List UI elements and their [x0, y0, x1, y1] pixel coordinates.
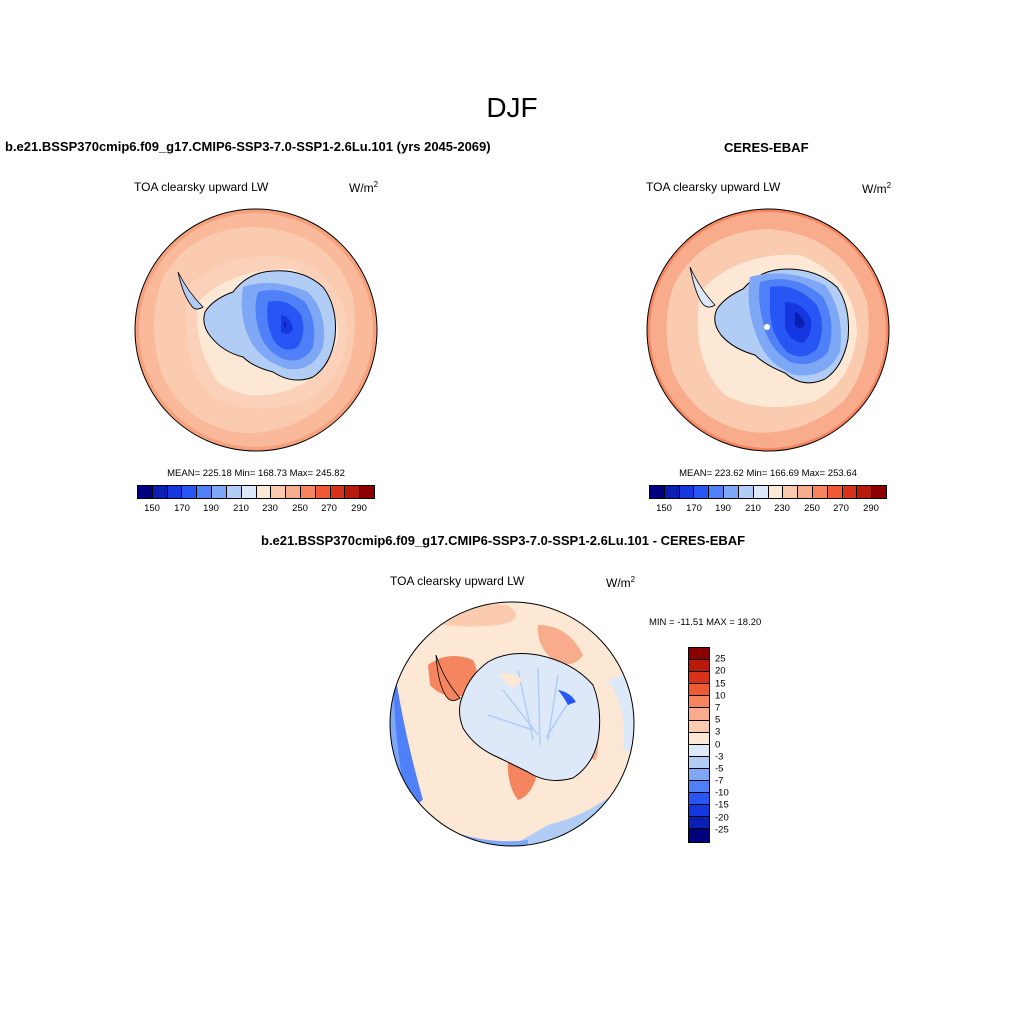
diff-polar-map — [389, 601, 635, 847]
colorbar-swatch — [300, 486, 316, 498]
colorbar-swatch — [689, 829, 709, 842]
colorbar-swatch — [689, 768, 709, 782]
colorbar-tick: -7 — [715, 775, 724, 787]
colorbar-tick: 170 — [174, 503, 190, 514]
diff-colorbar — [688, 647, 710, 843]
colorbar-swatch — [689, 648, 709, 661]
colorbar-swatch — [182, 486, 198, 498]
colorbar-tick: 150 — [656, 503, 672, 514]
obs-polar-map — [646, 208, 890, 452]
colorbar-swatch — [167, 486, 183, 498]
colorbar-tick: 190 — [715, 503, 731, 514]
obs-colorbar — [649, 485, 887, 499]
colorbar-swatch — [664, 486, 680, 498]
colorbar-swatch — [197, 486, 213, 498]
colorbar-tick: 0 — [715, 739, 721, 751]
colorbar-tick: 210 — [233, 503, 249, 514]
model-panel-title: b.e21.BSSP370cmip6.f09_g17.CMIP6-SSP3-7.… — [5, 139, 491, 154]
colorbar-swatch — [226, 486, 242, 498]
colorbar-tick: 270 — [321, 503, 337, 514]
colorbar-swatch — [286, 486, 301, 498]
colorbar-tick: 290 — [863, 503, 879, 514]
colorbar-tick: -25 — [715, 824, 729, 836]
colorbar-swatch — [650, 486, 665, 498]
colorbar-swatch — [689, 696, 709, 709]
colorbar-swatch — [689, 817, 709, 830]
colorbar-swatch — [827, 486, 843, 498]
colorbar-swatch — [315, 486, 331, 498]
colorbar-tick: 250 — [292, 503, 308, 514]
obs-panel-title: CERES-EBAF — [724, 140, 809, 155]
obs-units-label: W/m2 — [862, 181, 892, 196]
colorbar-tick: 230 — [262, 503, 278, 514]
colorbar-tick: 250 — [804, 503, 820, 514]
colorbar-tick: 15 — [715, 678, 726, 690]
colorbar-swatch — [689, 720, 709, 733]
colorbar-swatch — [330, 486, 346, 498]
colorbar-tick: -20 — [715, 812, 729, 824]
colorbar-swatch — [689, 793, 709, 806]
colorbar-swatch — [241, 486, 257, 498]
colorbar-tick: 7 — [715, 702, 721, 714]
colorbar-swatch — [689, 744, 709, 757]
colorbar-swatch — [694, 486, 710, 498]
colorbar-tick: 20 — [715, 665, 726, 677]
colorbar-tick: -3 — [715, 751, 724, 763]
colorbar-swatch — [689, 781, 709, 794]
colorbar-tick: -15 — [715, 799, 729, 811]
model-stats: MEAN= 225.18 Min= 168.73 Max= 245.82 — [167, 468, 345, 479]
colorbar-swatch — [842, 486, 858, 498]
colorbar-swatch — [271, 486, 287, 498]
colorbar-tick: 210 — [745, 503, 761, 514]
colorbar-swatch — [345, 486, 361, 498]
colorbar-swatch — [783, 486, 799, 498]
colorbar-swatch — [138, 486, 153, 498]
colorbar-tick: 190 — [203, 503, 219, 514]
colorbar-swatch — [689, 672, 709, 685]
colorbar-swatch — [689, 660, 709, 673]
obs-variable-label: TOA clearsky upward LW — [646, 180, 781, 194]
model-variable-label: TOA clearsky upward LW — [134, 180, 269, 194]
colorbar-swatch — [689, 805, 709, 818]
colorbar-tick: 290 — [351, 503, 367, 514]
colorbar-tick: 170 — [686, 503, 702, 514]
colorbar-tick: 5 — [715, 714, 721, 726]
colorbar-swatch — [689, 684, 709, 697]
colorbar-swatch — [152, 486, 168, 498]
colorbar-tick: 270 — [833, 503, 849, 514]
diff-panel-title: b.e21.BSSP370cmip6.f09_g17.CMIP6-SSP3-7.… — [261, 533, 746, 548]
colorbar-tick: 10 — [715, 690, 726, 702]
colorbar-tick: 150 — [144, 503, 160, 514]
colorbar-swatch — [709, 486, 725, 498]
colorbar-tick: 3 — [715, 726, 721, 738]
diff-units-label: W/m2 — [606, 575, 636, 590]
colorbar-swatch — [256, 486, 272, 498]
colorbar-swatch — [857, 486, 873, 498]
colorbar-swatch — [872, 486, 886, 498]
colorbar-swatch — [689, 756, 709, 769]
colorbar-tick: 25 — [715, 653, 726, 665]
diff-variable-label: TOA clearsky upward LW — [390, 574, 525, 588]
model-units-label: W/m2 — [349, 180, 379, 195]
colorbar-swatch — [689, 732, 709, 745]
colorbar-swatch — [812, 486, 828, 498]
colorbar-swatch — [753, 486, 769, 498]
colorbar-swatch — [689, 708, 709, 721]
model-colorbar — [137, 485, 375, 499]
colorbar-swatch — [724, 486, 739, 498]
colorbar-swatch — [360, 486, 374, 498]
colorbar-swatch — [738, 486, 754, 498]
diff-minmax: MIN = -11.51 MAX = 18.20 — [649, 617, 762, 628]
obs-stats: MEAN= 223.62 Min= 166.69 Max= 253.64 — [679, 468, 857, 479]
colorbar-swatch — [798, 486, 813, 498]
colorbar-tick: -10 — [715, 787, 729, 799]
main-title: DJF — [486, 92, 538, 123]
colorbar-tick: 230 — [774, 503, 790, 514]
colorbar-swatch — [768, 486, 784, 498]
colorbar-swatch — [212, 486, 227, 498]
colorbar-swatch — [679, 486, 695, 498]
model-polar-map — [134, 208, 378, 452]
colorbar-tick: -5 — [715, 763, 724, 775]
